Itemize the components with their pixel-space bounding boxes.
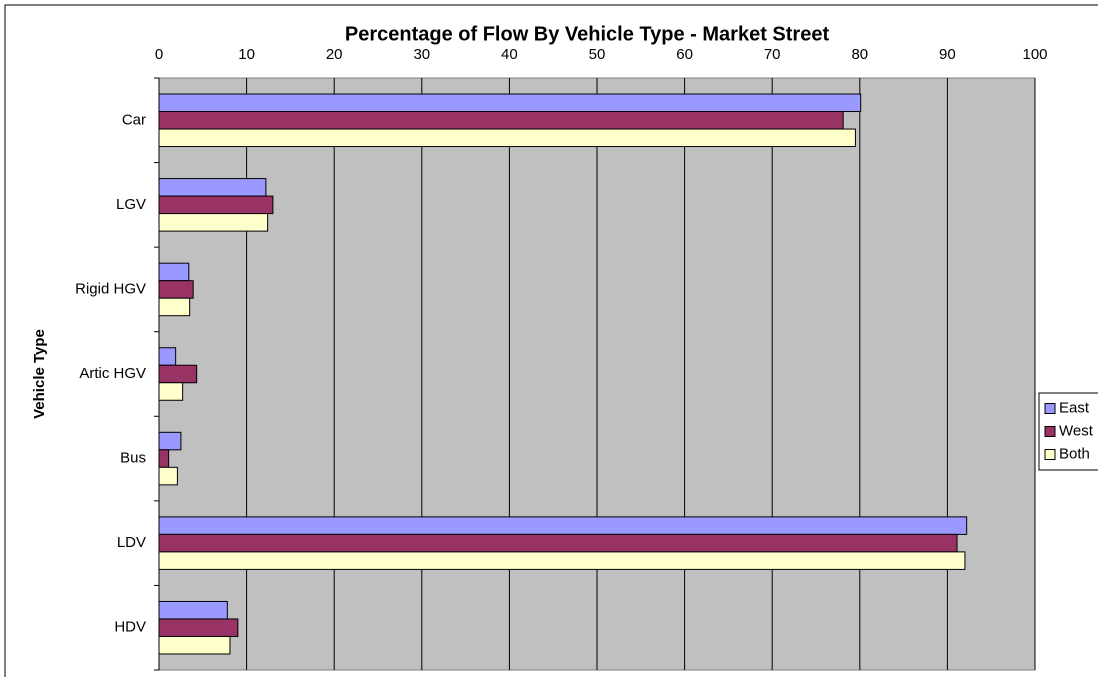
bar (158, 449, 170, 468)
bar (158, 466, 178, 486)
y-tick-label: LGV (116, 196, 146, 213)
x-tick-label: 0 (155, 46, 163, 63)
y-tick-label: Rigid HGV (75, 280, 146, 297)
bar (158, 382, 184, 401)
y-tick-label: HDV (114, 619, 146, 636)
legend-swatch (1044, 403, 1056, 414)
bar (158, 600, 228, 620)
y-axis-title: Vehicle Type (31, 329, 48, 419)
y-tick-label: Artic HGV (79, 365, 146, 382)
bar (158, 297, 191, 317)
legend-swatch (1044, 449, 1056, 460)
y-tick-label: LDV (117, 534, 146, 551)
bar (158, 111, 844, 130)
x-tick-label: 80 (851, 46, 868, 63)
bar (158, 347, 177, 366)
legend-label: East (1059, 399, 1090, 416)
y-tick-label: Car (122, 111, 146, 128)
bar (158, 93, 862, 113)
x-tick-label: 50 (589, 46, 606, 63)
bar (158, 262, 190, 282)
x-tick-label: 30 (413, 46, 430, 63)
legend-swatch (1044, 426, 1056, 437)
x-tick-label: 60 (676, 46, 693, 63)
x-tick-label: 70 (764, 46, 781, 63)
x-tick-label: 40 (501, 46, 518, 63)
bar (158, 280, 194, 299)
chart-title: Percentage of Flow By Vehicle Type - Mar… (345, 23, 830, 45)
bar (158, 551, 966, 570)
bar (158, 195, 274, 215)
legend-label: Both (1059, 445, 1090, 462)
x-tick-label: 100 (1022, 46, 1047, 63)
legend-label: West (1059, 422, 1094, 439)
bar (158, 533, 958, 553)
bar (158, 213, 269, 232)
bar (158, 635, 231, 655)
x-tick-label: 10 (238, 46, 255, 63)
bar (158, 431, 182, 451)
bar (158, 618, 239, 637)
bar (158, 178, 267, 197)
bar (158, 128, 856, 148)
x-tick-label: 20 (326, 46, 343, 63)
bar (158, 516, 968, 535)
y-tick-label: Bus (120, 450, 146, 467)
bar (158, 364, 198, 384)
x-tick-label: 90 (939, 46, 956, 63)
